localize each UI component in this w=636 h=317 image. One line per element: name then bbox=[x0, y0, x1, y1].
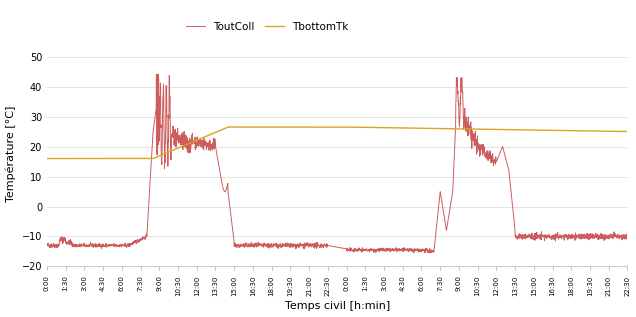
Y-axis label: Température [°C]: Température [°C] bbox=[6, 106, 16, 202]
Legend: ToutColl, TbottomTk: ToutColl, TbottomTk bbox=[183, 17, 353, 36]
TbottomTk bbox=[130, 157, 138, 160]
TbottomTk bbox=[481, 127, 489, 131]
ToutColl bbox=[451, 148, 459, 152]
ToutColl bbox=[481, 152, 489, 156]
TbottomTk bbox=[421, 126, 429, 130]
ToutColl bbox=[368, 248, 375, 252]
ToutColl bbox=[153, 73, 160, 76]
TbottomTk bbox=[189, 140, 197, 144]
X-axis label: Temps civil [h:min]: Temps civil [h:min] bbox=[284, 301, 390, 311]
TbottomTk bbox=[224, 125, 232, 129]
TbottomTk bbox=[624, 130, 632, 133]
TbottomTk bbox=[43, 157, 51, 160]
Line: TbottomTk: TbottomTk bbox=[47, 127, 628, 158]
ToutColl bbox=[425, 251, 432, 255]
Line: ToutColl: ToutColl bbox=[47, 74, 628, 253]
ToutColl bbox=[43, 243, 51, 247]
ToutColl bbox=[130, 240, 138, 243]
ToutColl bbox=[189, 139, 197, 143]
ToutColl bbox=[624, 235, 632, 238]
ToutColl bbox=[421, 248, 429, 251]
TbottomTk bbox=[368, 126, 375, 129]
TbottomTk bbox=[450, 127, 458, 131]
